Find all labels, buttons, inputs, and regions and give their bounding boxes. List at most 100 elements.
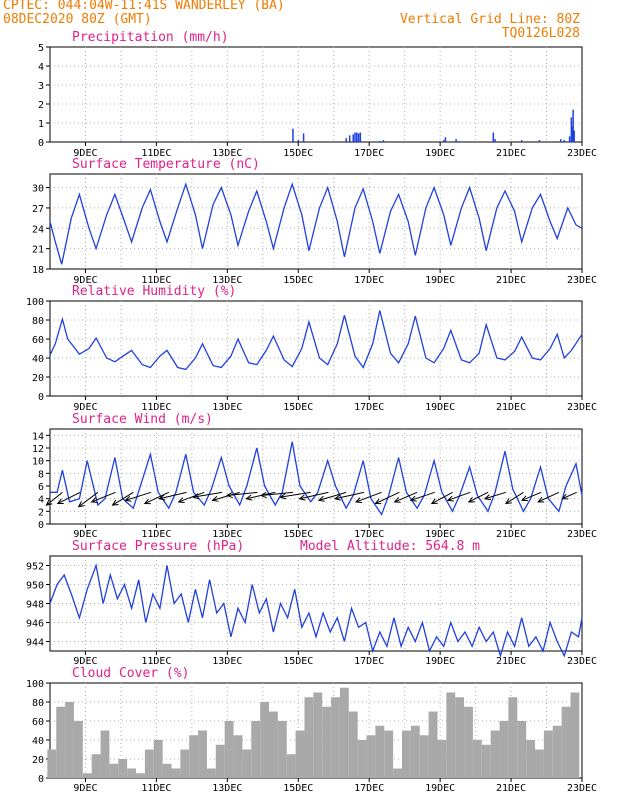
- x-tick-label: 23DEC: [567, 529, 597, 540]
- panel-3: 0 20 40 60 80 100 9DEC 11DEC 13DEC 15DEC 17DEC 19DE…: [26, 284, 597, 413]
- x-tick-label: 9DEC: [73, 783, 97, 794]
- wind-arrow-head: [259, 491, 267, 499]
- cloud-bar: [481, 744, 491, 778]
- wind-arrow: [561, 491, 577, 500]
- x-tick-label: 11DEC: [141, 529, 171, 540]
- wind-arrow-head: [177, 497, 185, 503]
- cloud-bar: [171, 768, 181, 778]
- wind-arrow-shaft: [537, 491, 560, 503]
- cloud-bar: [472, 740, 482, 778]
- wind-arrow-head: [520, 495, 529, 502]
- precip-bar: [352, 134, 354, 142]
- x-tick-label: 13DEC: [212, 783, 242, 794]
- x-tick-label: 17DEC: [354, 148, 384, 159]
- cloud-bar: [393, 768, 403, 778]
- y-tick-label: 0: [38, 774, 44, 785]
- y-tick-label: 0: [38, 520, 44, 531]
- wind-arrow: [504, 491, 524, 505]
- cloud-bar: [517, 721, 527, 778]
- cloud-bar: [206, 768, 216, 778]
- precip-bar: [120, 141, 122, 142]
- wind-arrow: [192, 491, 223, 500]
- y-tick-label: 5: [38, 43, 44, 54]
- panel-1: 0 1 2 3 4 5 9DEC 11DEC 13DEC 15DEC 17DEC 19DEC 21DEC…: [38, 30, 597, 159]
- wind-arrow: [259, 491, 293, 499]
- wind-arrow-head: [298, 494, 306, 501]
- precip-bar: [563, 140, 566, 142]
- wind-arrow: [90, 491, 116, 503]
- precip-bar: [520, 140, 523, 142]
- wind-arrow: [446, 491, 471, 502]
- wind-arrow-shaft: [299, 491, 329, 500]
- wind-arrow-head: [192, 493, 200, 500]
- wind-arrow-head: [467, 496, 475, 503]
- wind-arrow-head: [45, 499, 53, 506]
- x-tick-label: 13DEC: [212, 529, 242, 540]
- precip-bar: [379, 141, 381, 142]
- cloud-bar: [304, 697, 314, 778]
- cloud-bar: [260, 702, 270, 778]
- x-tick-label: 11DEC: [141, 402, 171, 413]
- y-tick-label: 12: [32, 444, 44, 455]
- x-tick-label: 17DEC: [354, 656, 384, 667]
- y-tick-label: 60: [32, 335, 44, 346]
- wind-arrow-head: [90, 497, 98, 503]
- wind-arrow-head: [56, 498, 64, 505]
- precip-bar: [458, 141, 461, 142]
- wind-arrow: [333, 491, 364, 501]
- y-tick-label: 21: [32, 245, 44, 256]
- cloud-bar: [375, 725, 385, 778]
- y-tick-label: 2: [38, 100, 44, 111]
- precip-bar: [455, 139, 457, 142]
- wind-arrow-shaft: [468, 491, 489, 503]
- y-tick-label: 8: [38, 469, 44, 480]
- wind-arrow-head: [374, 498, 382, 505]
- precip-bar: [494, 139, 496, 142]
- x-tick-label: 15DEC: [283, 148, 313, 159]
- cloud-bar: [269, 711, 278, 778]
- wind-arrow: [177, 491, 205, 503]
- x-tick-label: 15DEC: [283, 402, 313, 413]
- wind-arrow-shaft: [78, 491, 99, 508]
- y-tick-label: 0: [38, 392, 44, 403]
- cloud-bar: [552, 725, 562, 778]
- cloud-bar: [162, 763, 172, 778]
- wind-arrow-shaft: [159, 491, 187, 500]
- x-tick-label: 19DEC: [425, 656, 455, 667]
- y-tick-label: 100: [26, 679, 44, 690]
- wind-arrow-head: [561, 493, 569, 500]
- cloud-bar: [313, 692, 323, 778]
- panel-6: 0 20 40 60 80 100 9DEC 11DEC 13DEC 15DEC 17DEC 19DE…: [26, 666, 597, 794]
- wind-arrow-shaft: [91, 491, 116, 503]
- precip-bar: [345, 138, 347, 142]
- precip-bar: [292, 128, 294, 142]
- y-tick-label: 2: [38, 507, 44, 518]
- x-tick-label: 11DEC: [141, 783, 171, 794]
- precip-bar: [559, 139, 562, 142]
- cloud-bar: [428, 711, 438, 778]
- x-tick-label: 21DEC: [496, 402, 526, 413]
- wind-arrow-head: [333, 494, 342, 501]
- precip-bar: [442, 140, 445, 142]
- wind-arrow-shaft: [280, 491, 311, 498]
- wind-arrow-head: [393, 497, 401, 503]
- cloud-bar: [242, 749, 252, 778]
- x-tick-label: 23DEC: [567, 783, 597, 794]
- panel-frame: [49, 300, 583, 397]
- x-tick-label: 9DEC: [73, 656, 97, 667]
- run-id: TQ0126L028: [501, 26, 580, 41]
- wind-arrow: [211, 491, 240, 502]
- cloud-bar: [499, 721, 509, 778]
- station-header: CPTEC: 044:04W-11:41S WANDERLEY (BA): [3, 0, 285, 13]
- wind-arrow-head: [409, 495, 417, 502]
- cloud-bar: [410, 725, 420, 778]
- x-tick-label: 21DEC: [496, 656, 526, 667]
- wind-arrow-shaft: [431, 491, 453, 504]
- wind-arrow: [298, 491, 329, 501]
- cloud-bar: [437, 740, 447, 778]
- wind-arrow: [56, 491, 81, 505]
- panel-frame: [49, 46, 583, 143]
- y-tick-label: 950: [26, 581, 44, 592]
- cloud-bar: [136, 773, 145, 778]
- y-tick-label: 4: [38, 62, 44, 73]
